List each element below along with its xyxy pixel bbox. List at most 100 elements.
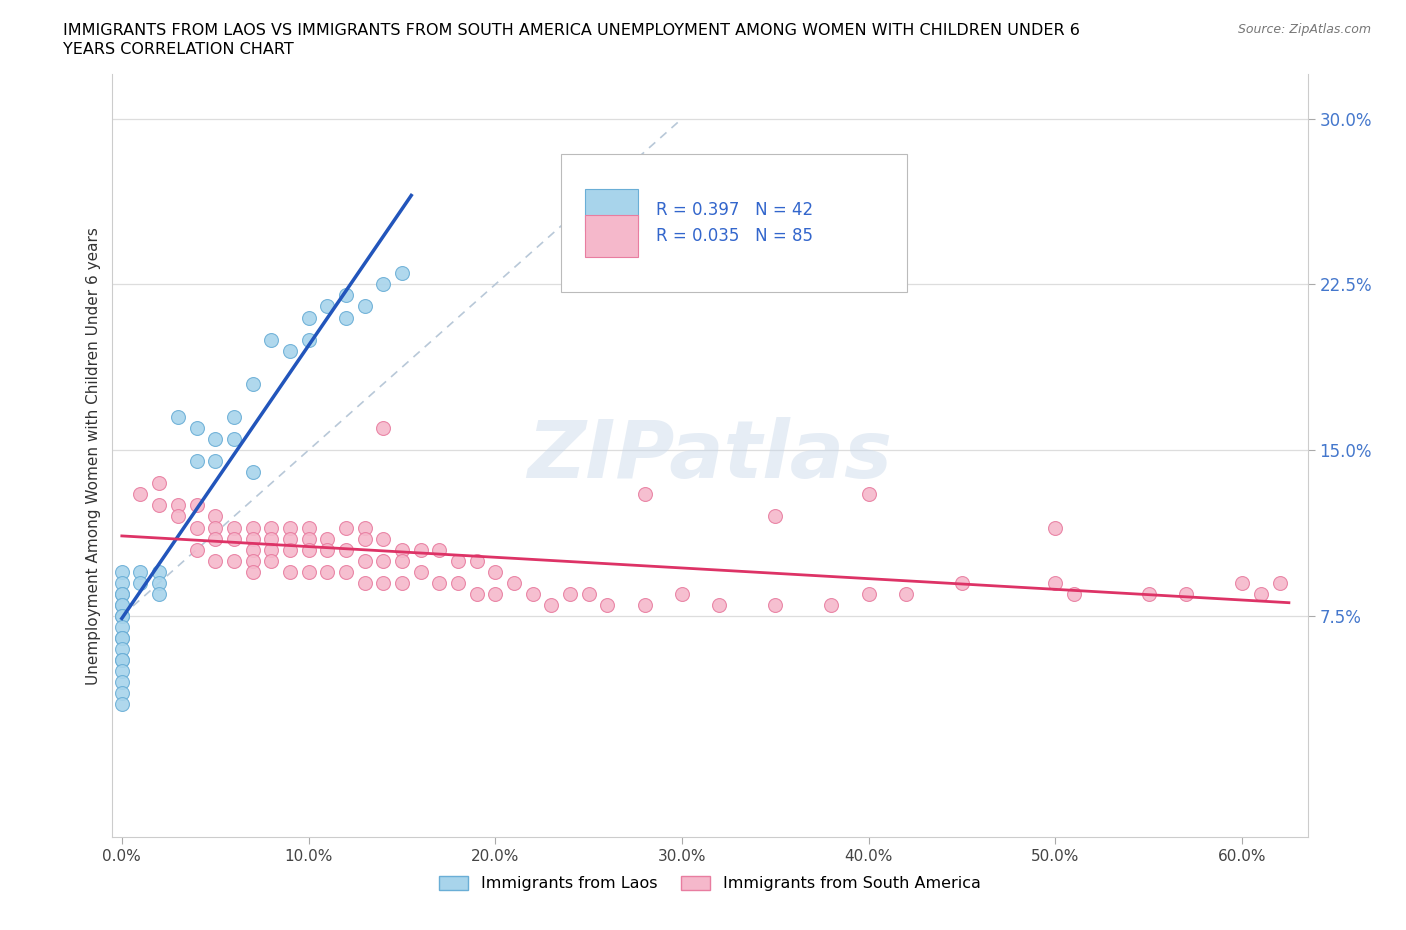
Point	[204, 432, 226, 446]
Point	[204, 531, 226, 546]
Point	[111, 608, 134, 623]
Point	[111, 664, 134, 679]
Text: IMMIGRANTS FROM LAOS VS IMMIGRANTS FROM SOUTH AMERICA UNEMPLOYMENT AMONG WOMEN W: IMMIGRANTS FROM LAOS VS IMMIGRANTS FROM …	[63, 23, 1080, 38]
Point	[186, 454, 208, 469]
Point	[1268, 576, 1291, 591]
Point	[148, 576, 170, 591]
Point	[1063, 587, 1085, 602]
Point	[166, 498, 188, 512]
Point	[297, 520, 319, 535]
Point	[353, 531, 375, 546]
Point	[111, 653, 134, 668]
Point	[353, 520, 375, 535]
Point	[242, 520, 264, 535]
Text: Source: ZipAtlas.com: Source: ZipAtlas.com	[1237, 23, 1371, 36]
Point	[671, 587, 693, 602]
Point	[1175, 587, 1198, 602]
Point	[111, 597, 134, 612]
Point	[316, 531, 339, 546]
Point	[297, 531, 319, 546]
Point	[316, 565, 339, 579]
Point	[222, 520, 245, 535]
Text: R = 0.035   N = 85: R = 0.035 N = 85	[657, 228, 813, 246]
Point	[1137, 587, 1160, 602]
Point	[373, 420, 395, 435]
Point	[111, 576, 134, 591]
Point	[427, 576, 450, 591]
Point	[242, 377, 264, 392]
Point	[709, 597, 731, 612]
Point	[111, 597, 134, 612]
Point	[503, 576, 526, 591]
Point	[111, 653, 134, 668]
Point	[335, 288, 357, 303]
Point	[353, 299, 375, 314]
Point	[111, 631, 134, 645]
Point	[111, 697, 134, 711]
Point	[373, 277, 395, 292]
Point	[111, 587, 134, 602]
Point	[111, 686, 134, 701]
Legend: Immigrants from Laos, Immigrants from South America: Immigrants from Laos, Immigrants from So…	[433, 870, 987, 897]
Point	[484, 565, 506, 579]
Point	[465, 553, 488, 568]
Point	[558, 587, 581, 602]
Point	[427, 542, 450, 557]
Point	[166, 509, 188, 524]
Point	[1045, 520, 1067, 535]
Point	[260, 531, 283, 546]
Point	[204, 509, 226, 524]
Point	[222, 553, 245, 568]
Point	[129, 565, 152, 579]
Point	[260, 553, 283, 568]
Point	[373, 576, 395, 591]
Point	[820, 597, 842, 612]
Point	[447, 576, 470, 591]
Point	[242, 565, 264, 579]
Point	[111, 642, 134, 657]
Point	[242, 465, 264, 480]
Point	[634, 597, 657, 612]
Point	[222, 409, 245, 424]
Point	[316, 299, 339, 314]
Point	[148, 565, 170, 579]
Bar	[585, 216, 638, 258]
Point	[260, 520, 283, 535]
Point	[297, 310, 319, 325]
Text: YEARS CORRELATION CHART: YEARS CORRELATION CHART	[63, 42, 294, 57]
Point	[391, 266, 413, 281]
Point	[894, 587, 917, 602]
Bar	[585, 189, 638, 231]
Point	[204, 520, 226, 535]
Point	[522, 587, 544, 602]
Point	[111, 587, 134, 602]
Point	[596, 597, 619, 612]
Point	[278, 343, 301, 358]
Point	[484, 587, 506, 602]
Point	[186, 498, 208, 512]
Point	[373, 553, 395, 568]
Point	[540, 597, 562, 612]
Point	[222, 432, 245, 446]
Point	[353, 576, 375, 591]
Point	[353, 553, 375, 568]
Point	[858, 487, 880, 502]
Point	[204, 454, 226, 469]
Point	[111, 608, 134, 623]
Point	[260, 542, 283, 557]
Point	[335, 520, 357, 535]
Point	[409, 565, 432, 579]
Point	[391, 553, 413, 568]
Point	[316, 542, 339, 557]
Point	[242, 553, 264, 568]
Point	[1250, 587, 1272, 602]
Point	[634, 487, 657, 502]
Point	[409, 542, 432, 557]
Point	[186, 542, 208, 557]
Point	[111, 565, 134, 579]
Point	[166, 409, 188, 424]
Point	[111, 619, 134, 634]
Point	[763, 509, 786, 524]
Y-axis label: Unemployment Among Women with Children Under 6 years: Unemployment Among Women with Children U…	[86, 227, 101, 684]
Point	[335, 542, 357, 557]
